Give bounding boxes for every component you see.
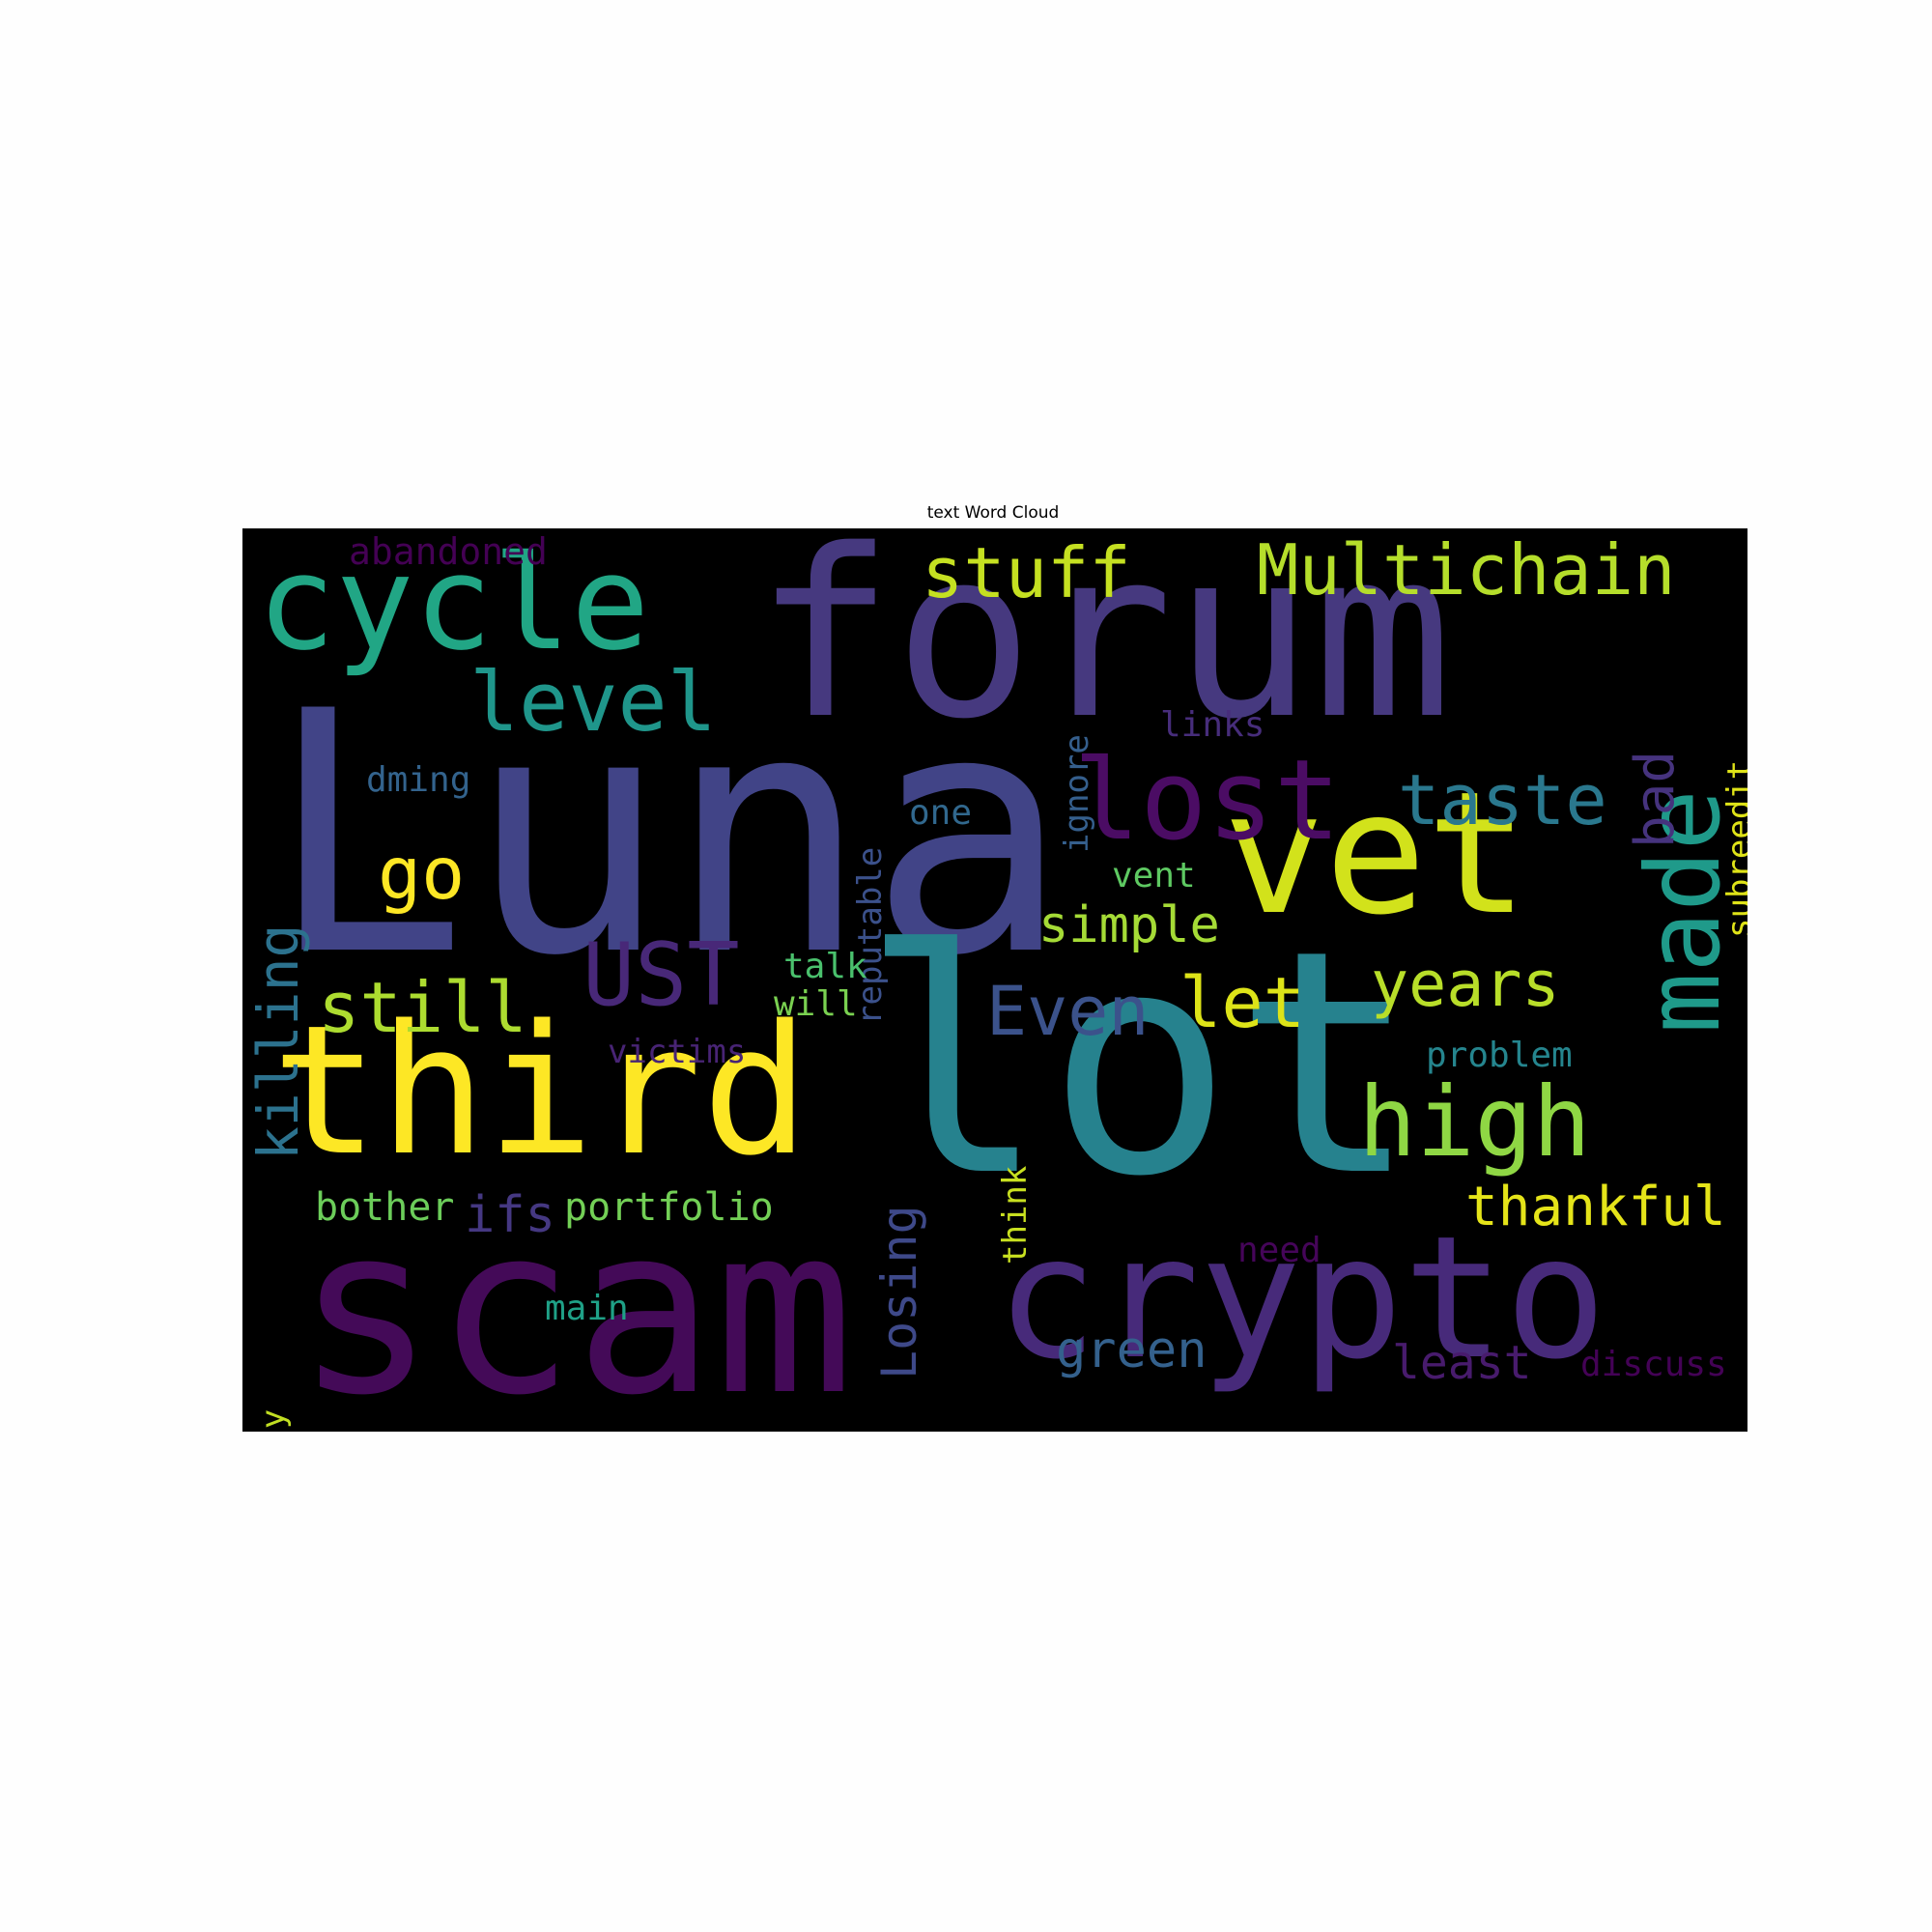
word-scam: scam: [296, 1176, 854, 1432]
word-vet: vet: [1223, 756, 1529, 952]
word-need: need: [1237, 1231, 1321, 1270]
word-bad: bad: [1624, 750, 1687, 848]
word-level: level: [469, 655, 717, 751]
chart-title: text Word Cloud: [926, 503, 1060, 523]
word-third: third: [271, 986, 810, 1195]
word-killing: killing: [245, 923, 311, 1160]
word-abandoned: abandoned: [349, 530, 548, 573]
word-discuss: discuss: [1580, 1345, 1727, 1384]
word-bother: bother: [315, 1185, 455, 1230]
word-problem: problem: [1426, 1036, 1573, 1075]
word-will: will: [774, 984, 858, 1024]
word-even: Even: [986, 972, 1150, 1051]
word-vent: vent: [1112, 856, 1196, 895]
word-taste: taste: [1398, 759, 1607, 840]
word-cycle: cycle: [257, 528, 650, 679]
word-reputable: reputable: [851, 846, 890, 1025]
word-green: green: [1056, 1321, 1208, 1379]
word-think: think: [996, 1165, 1035, 1264]
word-lot: lot: [861, 885, 1419, 1244]
word-thankful: thankful: [1465, 1176, 1726, 1238]
word-luna: Luna: [267, 641, 1069, 1029]
word-crypto: crypto: [996, 1201, 1607, 1397]
word-cloud: Luna forum lot scam third crypto cycle vet made l…: [242, 528, 1747, 1432]
word-mentality: mentality: [254, 1409, 293, 1432]
word-years: years: [1371, 949, 1560, 1021]
word-forum: forum: [754, 528, 1453, 770]
word-least: least: [1392, 1336, 1532, 1390]
word-ignore: ignore: [1058, 734, 1096, 853]
word-dming: dming: [366, 760, 471, 800]
word-losing: Losing: [871, 1205, 927, 1379]
word-ust: UST: [582, 924, 740, 1026]
word-still: still: [318, 967, 527, 1048]
word-stuff: stuff: [922, 532, 1131, 613]
word-go: go: [378, 831, 466, 916]
word-one: one: [909, 793, 973, 833]
word-victims: victims: [608, 1033, 747, 1071]
word-portfolio: portfolio: [564, 1185, 774, 1230]
word-main: main: [545, 1289, 629, 1328]
word-simple: simple: [1038, 896, 1220, 954]
word-high: high: [1358, 1065, 1591, 1179]
word-let: let: [1179, 962, 1306, 1043]
word-multichain: Multichain: [1257, 529, 1676, 611]
word-lost: lost: [1073, 736, 1341, 866]
word-subreedit: subreedit: [1720, 759, 1747, 938]
word-talk: talk: [783, 947, 867, 986]
word-links: links: [1160, 705, 1265, 745]
word-ifs: ifs: [465, 1186, 555, 1244]
